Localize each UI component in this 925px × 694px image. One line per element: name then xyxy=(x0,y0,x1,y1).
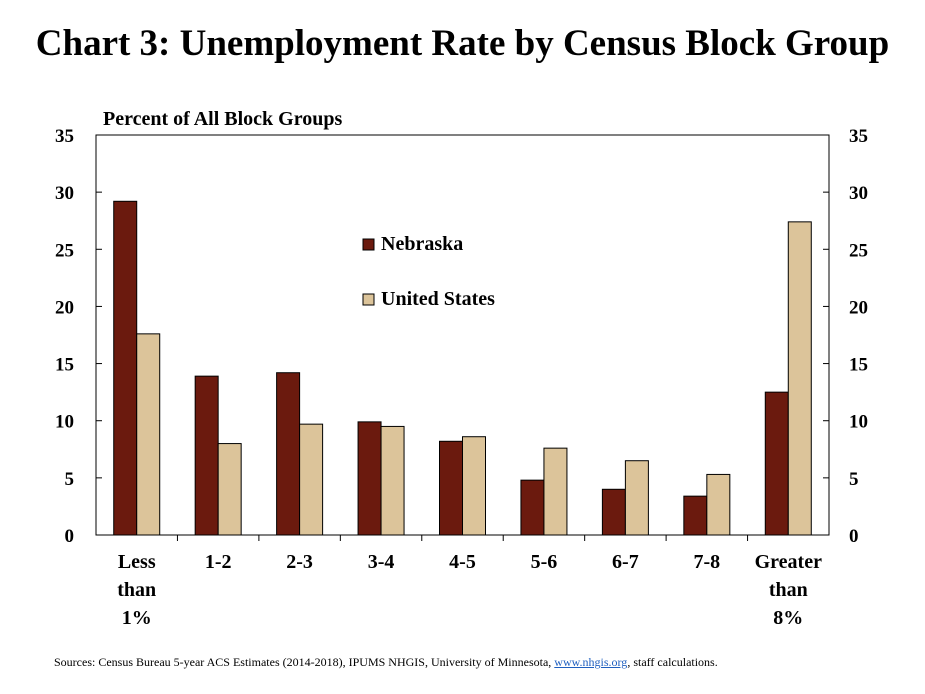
bar-nebraska xyxy=(764,391,789,536)
y-tick-label-right: 25 xyxy=(849,240,868,261)
y-tick-label-left: 10 xyxy=(55,412,74,433)
x-tick-label: 3-4 xyxy=(368,551,395,573)
legend-label-nebraska: Nebraska xyxy=(381,233,463,255)
bar-nebraska xyxy=(601,488,626,536)
bar-nebraska xyxy=(113,200,138,536)
legend-label-united-states: United States xyxy=(381,288,495,310)
y-tick-label-right: 5 xyxy=(849,469,859,490)
x-tick-label: 1-2 xyxy=(205,551,232,573)
legend-swatch-nebraska xyxy=(362,238,375,251)
bar-united-states xyxy=(299,423,324,536)
y-tick-label-left: 5 xyxy=(65,469,75,490)
x-tick-label: 4-5 xyxy=(449,551,476,573)
y-tick-label-left: 0 xyxy=(65,526,75,547)
bar-united-states xyxy=(380,425,405,536)
sources-prefix: Sources: Census Bureau 5-year ACS Estima… xyxy=(54,655,555,669)
x-tick-label-line: than xyxy=(117,579,156,601)
y-tick-label-left: 20 xyxy=(55,297,74,318)
x-tick-label-line: 4-5 xyxy=(449,551,476,573)
x-tick-label-line: Less xyxy=(118,551,156,573)
bar-nebraska xyxy=(520,479,545,536)
bar-united-states xyxy=(136,333,161,536)
bar-united-states xyxy=(217,443,242,536)
x-tick-label: 7-8 xyxy=(693,551,720,573)
x-axis-labels: Less than 1% 1-2 2-3 3-4 4-5 5-6 6-7 7-8 Greater th… xyxy=(117,551,822,629)
bar-united-states xyxy=(624,460,649,536)
legend-swatch-united-states xyxy=(362,293,375,306)
y-tick-label-left: 30 xyxy=(55,183,74,204)
sources-note: Sources: Census Bureau 5-year ACS Estima… xyxy=(54,655,718,670)
y-tick-label-left: 25 xyxy=(55,240,74,261)
bar-nebraska xyxy=(276,372,301,536)
y-tick-label-right: 20 xyxy=(849,297,868,318)
bar-nebraska xyxy=(357,421,382,536)
y-axis-left: 0 5 10 15 20 25 30 35 xyxy=(55,126,102,547)
bar-chart: 0 5 10 15 20 25 30 35 0 5 10 15 20 25 30 35 Less than 1%… xyxy=(55,108,868,629)
y-tick-label-right: 15 xyxy=(849,355,868,376)
bar-nebraska xyxy=(194,375,219,536)
nhgis-link[interactable]: www.nhgis.org xyxy=(554,655,628,669)
bar-united-states xyxy=(706,473,731,536)
bar-united-states xyxy=(543,447,568,536)
bars xyxy=(113,200,812,541)
chart-title: Chart 3: Unemployment Rate by Census Blo… xyxy=(35,23,890,64)
x-tick-label-line: 2-3 xyxy=(286,551,313,573)
bar-nebraska xyxy=(683,495,708,536)
x-tick-label: 5-6 xyxy=(531,551,558,573)
x-tick-label: Less than 1% xyxy=(117,551,156,629)
bar-united-states xyxy=(462,436,486,536)
x-tick-label: Greater than 8% xyxy=(755,551,822,629)
x-tick-label-line: 1% xyxy=(122,607,152,629)
x-tick-label-line: 3-4 xyxy=(368,551,395,573)
x-tick-label-line: 8% xyxy=(773,607,803,629)
y-tick-label-right: 0 xyxy=(849,526,859,547)
x-tick-label-line: than xyxy=(769,579,808,601)
y-tick-label-right: 35 xyxy=(849,126,868,147)
y-tick-label-left: 35 xyxy=(55,126,74,147)
sources-suffix: , staff calculations. xyxy=(627,655,718,669)
x-tick-label-line: Greater xyxy=(755,551,822,573)
legend: Nebraska United States xyxy=(362,233,495,310)
x-tick-label-line: 1-2 xyxy=(205,551,232,573)
x-tick-label-line: 7-8 xyxy=(693,551,720,573)
y-tick-label-right: 10 xyxy=(849,412,868,433)
x-tick-label-line: 5-6 xyxy=(531,551,558,573)
y-axis-right: 0 5 10 15 20 25 30 35 xyxy=(823,126,868,547)
y-tick-label-right: 30 xyxy=(849,183,868,204)
bar-nebraska xyxy=(439,440,463,536)
x-tick-label: 6-7 xyxy=(612,551,639,573)
x-tick-label: 2-3 xyxy=(286,551,313,573)
y-tick-label-left: 15 xyxy=(55,355,74,376)
bar-united-states xyxy=(787,221,812,536)
y-axis-label: Percent of All Block Groups xyxy=(103,108,342,130)
x-tick-label-line: 6-7 xyxy=(612,551,639,573)
